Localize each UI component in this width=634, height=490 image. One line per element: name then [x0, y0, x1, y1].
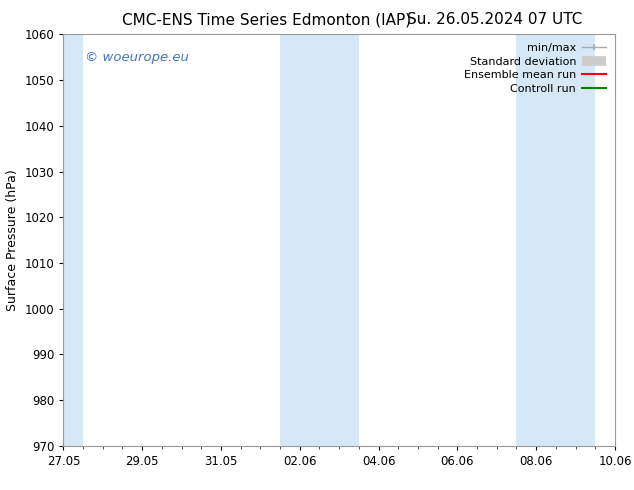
Text: CMC-ENS Time Series Edmonton (IAP): CMC-ENS Time Series Edmonton (IAP) — [122, 12, 411, 27]
Text: Su. 26.05.2024 07 UTC: Su. 26.05.2024 07 UTC — [407, 12, 582, 27]
Bar — [58, 34, 83, 446]
Y-axis label: Surface Pressure (hPa): Surface Pressure (hPa) — [6, 169, 19, 311]
Text: © woeurope.eu: © woeurope.eu — [86, 51, 190, 64]
Legend: min/max, Standard deviation, Ensemble mean run, Controll run: min/max, Standard deviation, Ensemble me… — [460, 40, 609, 97]
Bar — [280, 34, 359, 446]
Bar — [517, 34, 595, 446]
